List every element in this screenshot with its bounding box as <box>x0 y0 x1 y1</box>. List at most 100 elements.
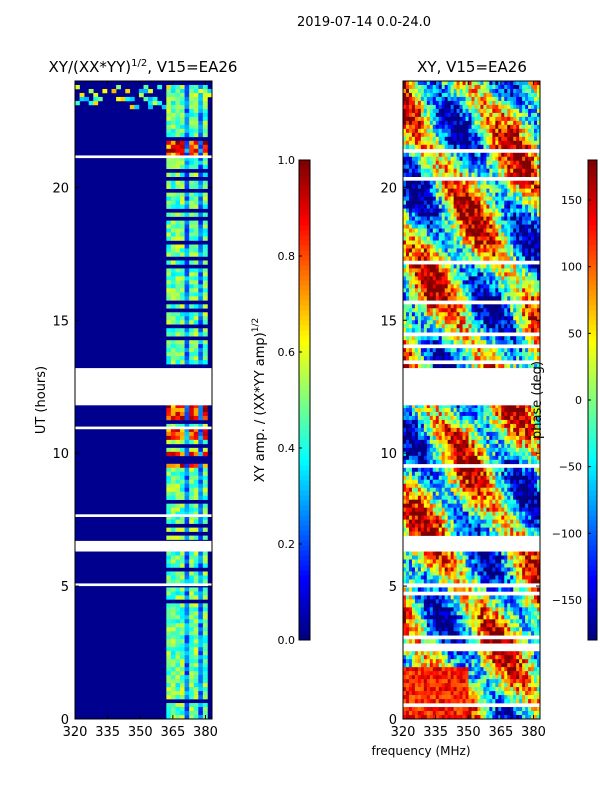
heatmap-cell <box>170 463 176 469</box>
heatmap-cell <box>441 120 445 126</box>
heatmap-cell <box>414 212 419 217</box>
heatmap-cell <box>447 88 451 94</box>
heatmap-cell <box>483 264 487 269</box>
heatmap-cell <box>189 587 195 592</box>
heatmap-cell <box>459 284 463 289</box>
heatmap-cell <box>495 304 499 309</box>
colorbar-segment <box>299 305 310 311</box>
heatmap-cell <box>459 104 463 110</box>
heatmap-cell <box>483 88 487 94</box>
heatmap-cell <box>166 196 172 201</box>
heatmap-cell <box>474 352 478 357</box>
heatmap-cell <box>414 84 419 90</box>
heatmap-cell <box>489 268 493 273</box>
heatmap-cell <box>193 284 199 289</box>
heatmap-cell <box>405 427 410 433</box>
heatmap-cell <box>175 667 181 672</box>
heatmap-cell <box>531 435 535 441</box>
heatmap-cell <box>408 284 413 289</box>
heatmap-cell <box>465 84 469 90</box>
heatmap-cell <box>531 407 535 413</box>
heatmap-cell <box>465 152 469 158</box>
heatmap-cell <box>403 252 407 257</box>
heatmap-cell <box>516 172 520 177</box>
heatmap-cell <box>198 232 204 237</box>
heatmap-cell <box>525 407 529 413</box>
heatmap-cell <box>498 284 502 289</box>
heatmap-cell <box>462 268 466 273</box>
heatmap-cell <box>471 252 475 257</box>
heatmap-cell <box>189 332 195 337</box>
heatmap-cell <box>510 192 514 197</box>
heatmap-cell <box>170 683 176 688</box>
heatmap-cell <box>486 240 490 245</box>
heatmap-cell <box>444 252 448 257</box>
heatmap-cell <box>498 248 502 253</box>
heatmap-cell <box>465 423 469 429</box>
heatmap-cell <box>456 164 460 170</box>
heatmap-cell <box>420 336 425 341</box>
heatmap-cell <box>417 116 422 122</box>
heatmap-cell <box>202 711 208 716</box>
heatmap-cell <box>486 124 490 130</box>
heatmap-cell <box>471 164 475 170</box>
heatmap-cell <box>405 96 410 102</box>
heatmap-cell <box>531 88 535 94</box>
heatmap-cell <box>198 463 204 469</box>
heatmap-cell <box>456 268 460 273</box>
heatmap-cell <box>180 88 185 94</box>
heatmap-cell <box>417 280 422 285</box>
heatmap-cell <box>423 292 428 297</box>
heatmap-cell <box>438 88 443 94</box>
heatmap-cell <box>198 527 204 532</box>
heatmap-cell <box>444 200 448 205</box>
heatmap-cell <box>483 204 487 209</box>
heatmap-cell <box>438 168 443 174</box>
heatmap-cell <box>417 144 422 150</box>
heatmap-cell <box>166 519 172 524</box>
heatmap-cell <box>516 455 520 461</box>
heatmap-cell <box>408 348 413 353</box>
heatmap-cell <box>528 152 532 158</box>
heatmap-cell <box>202 124 208 130</box>
y-tick-label: 10 <box>52 447 69 462</box>
heatmap-cell <box>522 248 526 253</box>
heatmap-cell <box>426 136 431 142</box>
heatmap-cell <box>474 435 478 441</box>
colorbar-segment <box>299 465 310 471</box>
heatmap-cell <box>495 276 499 281</box>
heatmap-cell <box>483 84 487 90</box>
heatmap-cell <box>516 427 520 433</box>
heatmap-cell <box>189 423 195 429</box>
heatmap-cell <box>403 136 407 142</box>
heatmap-cell <box>202 156 208 162</box>
heatmap-cell <box>474 172 478 177</box>
heatmap-cell <box>175 244 181 249</box>
heatmap-cell <box>498 459 502 465</box>
heatmap-cell <box>504 451 508 457</box>
heatmap-cell <box>408 192 413 197</box>
heatmap-cell <box>534 192 538 197</box>
heatmap-cell <box>480 435 484 441</box>
heatmap-cell <box>184 667 190 672</box>
heatmap-cell <box>447 268 451 273</box>
heatmap-cell <box>531 320 535 325</box>
heatmap-cell <box>411 160 416 166</box>
heatmap-cell <box>501 180 505 185</box>
heatmap-cell <box>495 308 499 313</box>
heatmap-cell <box>184 415 190 421</box>
heatmap-cell <box>432 136 437 142</box>
heatmap-cell <box>525 320 529 325</box>
heatmap-cell <box>423 244 428 249</box>
heatmap-cell <box>459 459 463 465</box>
heatmap-cell <box>438 320 443 325</box>
heatmap-cell <box>498 116 502 122</box>
heatmap-cell <box>405 312 410 317</box>
heatmap-cell <box>166 344 172 349</box>
heatmap-cell <box>483 252 487 257</box>
heatmap-cell <box>420 427 425 433</box>
heatmap-cell <box>447 232 451 237</box>
heatmap-cell <box>471 451 475 457</box>
heatmap-cell <box>516 340 520 345</box>
heatmap-cell <box>468 439 472 445</box>
